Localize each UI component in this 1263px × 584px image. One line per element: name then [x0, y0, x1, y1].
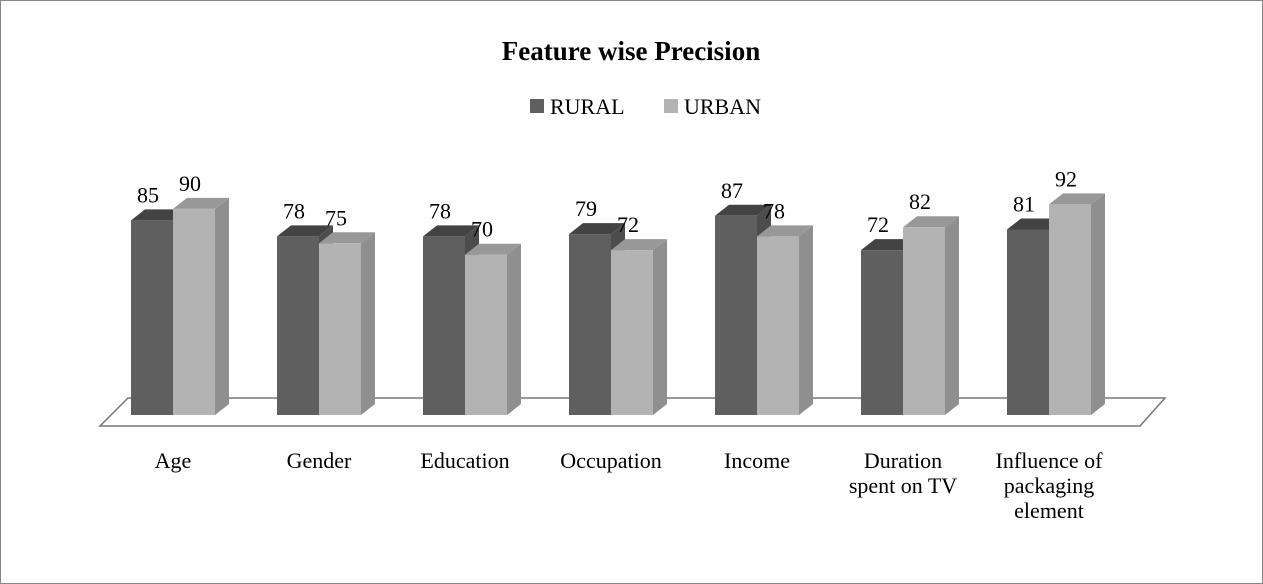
data-label: 72 — [867, 212, 889, 237]
x-tick-label: Gender — [286, 448, 352, 473]
x-tick-label: Income — [724, 448, 790, 473]
legend-label: RURAL — [550, 94, 625, 119]
x-tick-label: Occupation — [560, 448, 662, 473]
bar-top — [903, 216, 959, 228]
x-tick-label: Duration spent on TV — [848, 448, 958, 498]
bar-top — [757, 225, 813, 237]
bar-side — [361, 232, 375, 415]
data-label: 81 — [1013, 192, 1035, 217]
data-label: 72 — [617, 212, 639, 237]
data-label: 90 — [179, 171, 201, 196]
data-label: 75 — [325, 205, 347, 230]
bar — [611, 250, 653, 415]
data-label: 85 — [137, 182, 159, 207]
legend-swatch — [530, 99, 544, 113]
bar-top — [465, 243, 521, 255]
bar-side — [1091, 193, 1105, 415]
data-label: 78 — [763, 198, 785, 223]
x-tick-label: Influence of packaging element — [995, 448, 1103, 523]
bar — [277, 236, 319, 415]
bar-top — [277, 225, 333, 237]
bar-top — [715, 204, 771, 216]
data-label: 82 — [909, 189, 931, 214]
data-label: 79 — [575, 196, 597, 221]
bar-top — [423, 225, 479, 237]
bar-top — [569, 223, 625, 235]
bar — [569, 234, 611, 415]
data-label: 78 — [429, 198, 451, 223]
bar-side — [507, 243, 521, 415]
bar-top — [319, 232, 375, 244]
bar — [757, 236, 799, 415]
data-label: 78 — [283, 198, 305, 223]
bar — [423, 236, 465, 415]
bar-top — [611, 239, 667, 251]
data-label: 70 — [471, 217, 493, 242]
x-tick-label: Age — [154, 448, 192, 473]
bar — [465, 254, 507, 415]
bar-top — [1049, 193, 1105, 205]
bar — [903, 227, 945, 415]
data-label: 92 — [1055, 166, 1077, 191]
bar-side — [799, 225, 813, 415]
bar-top — [173, 197, 229, 209]
legend-label: URBAN — [684, 94, 761, 119]
bar — [319, 243, 361, 415]
bar — [173, 208, 215, 415]
bar — [1049, 204, 1091, 415]
x-tick-label: Education — [420, 448, 510, 473]
legend-swatch — [664, 99, 678, 113]
bar — [715, 215, 757, 415]
bar-side — [215, 197, 229, 415]
chart-title: Feature wise Precision — [502, 36, 760, 66]
bar — [131, 220, 173, 415]
data-label: 87 — [721, 178, 743, 203]
bar-side — [945, 216, 959, 415]
bar-side — [653, 239, 667, 415]
bar — [1007, 229, 1049, 415]
bar — [861, 250, 903, 415]
